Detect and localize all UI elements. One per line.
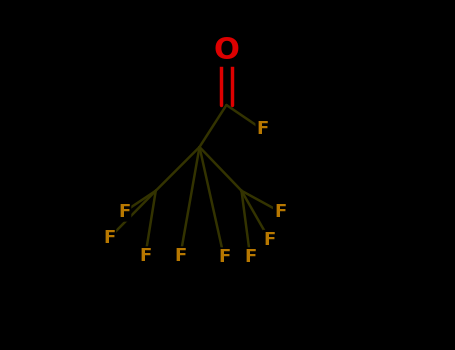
Text: F: F: [274, 203, 286, 221]
Text: F: F: [244, 248, 256, 266]
Text: F: F: [263, 231, 276, 249]
Text: F: F: [256, 120, 268, 139]
Text: F: F: [174, 247, 187, 265]
Text: O: O: [213, 36, 239, 65]
Text: F: F: [103, 229, 115, 247]
Text: F: F: [118, 203, 131, 221]
Text: F: F: [218, 248, 230, 266]
Text: F: F: [139, 247, 152, 265]
